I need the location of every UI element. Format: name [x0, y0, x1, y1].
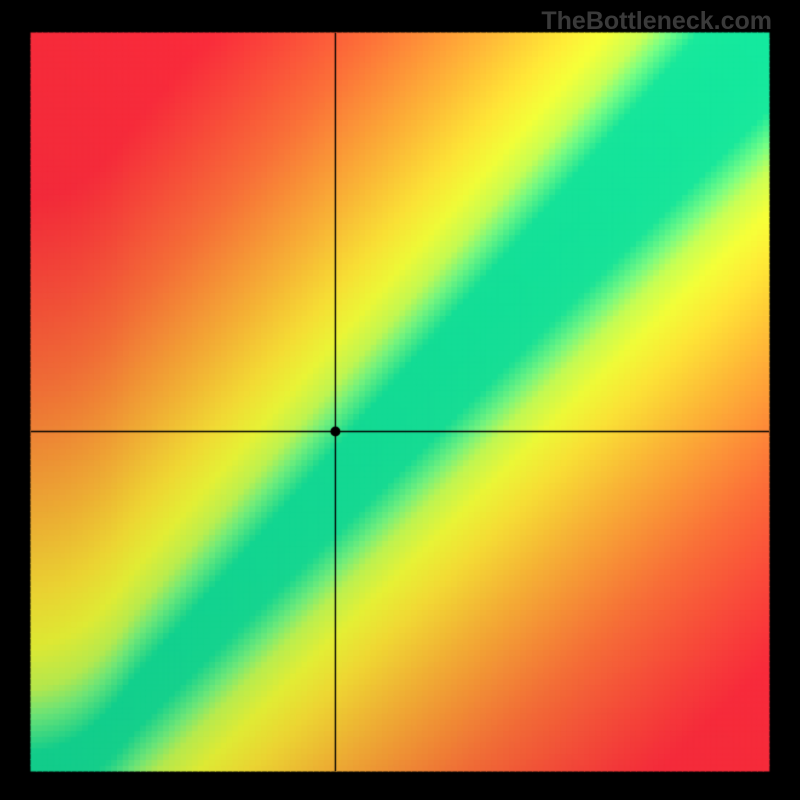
watermark-text: TheBottleneck.com	[541, 7, 772, 36]
chart-stage: TheBottleneck.com	[0, 0, 800, 800]
heatmap-canvas	[0, 0, 800, 800]
